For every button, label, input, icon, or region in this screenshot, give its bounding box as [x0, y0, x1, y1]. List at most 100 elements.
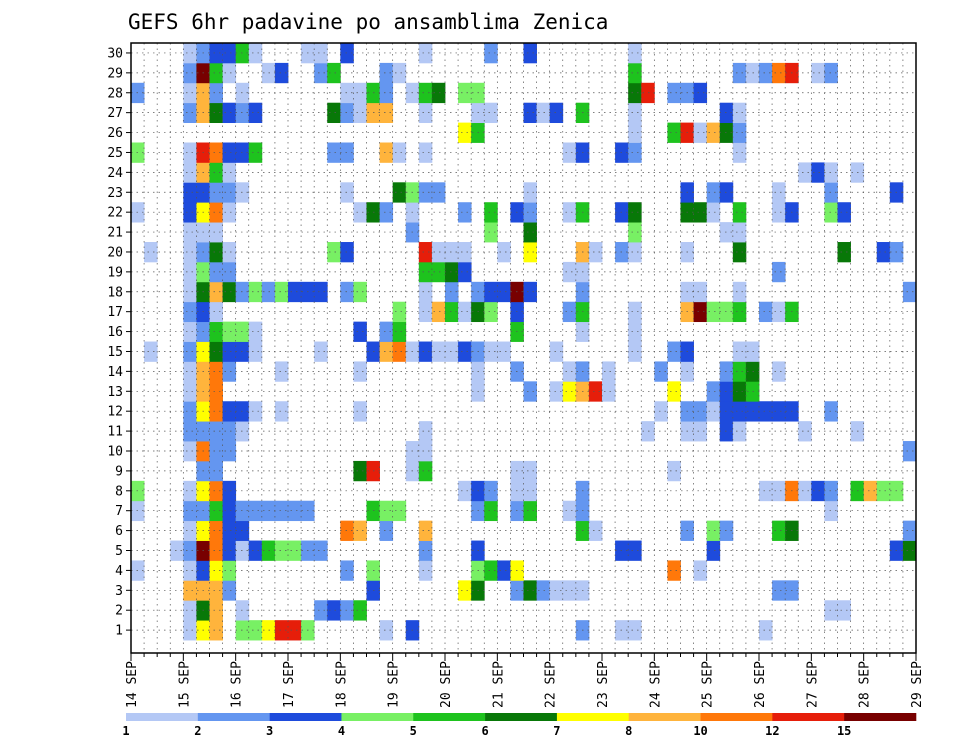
heatmap-cell — [183, 381, 197, 402]
heatmap-cell — [222, 202, 237, 223]
heatmap-cell — [379, 341, 394, 362]
heatmap-cell — [418, 520, 433, 541]
heatmap-cell — [445, 301, 459, 323]
heatmap-cell — [497, 341, 511, 362]
heatmap-cell — [772, 62, 786, 84]
y-tick-label: 23 — [107, 186, 123, 201]
heatmap-cell — [222, 182, 237, 203]
heatmap-cell — [523, 381, 537, 402]
y-tick-label: 24 — [107, 166, 123, 181]
heatmap-cell — [837, 242, 851, 263]
heatmap-cell — [379, 142, 394, 163]
heatmap-cell — [248, 281, 263, 303]
heatmap-cell — [379, 500, 394, 522]
y-tick-label: 15 — [107, 345, 123, 360]
legend-label: 10 — [693, 724, 707, 738]
heatmap-cell — [458, 480, 472, 502]
heatmap-cell — [588, 381, 603, 402]
heatmap-cell — [353, 281, 367, 303]
heatmap-cell — [863, 480, 878, 502]
heatmap-cell — [549, 381, 564, 402]
heatmap-cell — [732, 341, 747, 362]
heatmap-cell — [458, 122, 472, 143]
heatmap-cell — [340, 142, 354, 163]
heatmap-cell — [209, 142, 223, 163]
heatmap-cell — [759, 620, 773, 641]
heatmap-cell — [732, 242, 747, 263]
heatmap-cell — [458, 202, 472, 223]
y-tick-label: 19 — [107, 265, 123, 280]
heatmap-cell — [209, 301, 223, 323]
heatmap-cell — [536, 580, 551, 601]
y-tick-label: 13 — [107, 385, 123, 400]
heatmap-cell — [523, 182, 537, 203]
heatmap-cell — [484, 202, 498, 223]
heatmap-cell — [183, 62, 197, 84]
heatmap-cell — [562, 500, 577, 522]
heatmap-cell — [183, 281, 197, 303]
heatmap-cell — [772, 520, 786, 541]
legend-swatch — [269, 713, 342, 721]
heatmap-cell — [523, 480, 537, 502]
heatmap-cell — [183, 321, 197, 342]
heatmap-cell — [209, 43, 223, 64]
heatmap-cell — [628, 301, 642, 323]
heatmap-cell — [654, 361, 668, 382]
heatmap-cell — [353, 202, 367, 223]
heatmap-cell — [628, 82, 642, 104]
heatmap-cell — [628, 122, 642, 143]
heatmap-cell — [732, 401, 747, 422]
heatmap-cell — [418, 441, 433, 462]
heatmap-cell — [209, 261, 223, 283]
heatmap-cell — [641, 82, 655, 104]
heatmap-cell — [392, 182, 407, 203]
heatmap-cell — [418, 281, 433, 303]
heatmap-cell — [274, 361, 289, 382]
x-tick-label: 28 SEP — [858, 661, 873, 708]
heatmap-cell — [562, 381, 577, 402]
heatmap-cell — [811, 480, 825, 502]
heatmap-cell — [209, 620, 223, 641]
heatmap-cell — [824, 401, 838, 422]
heatmap-cell — [693, 421, 708, 442]
heatmap-cell — [667, 460, 681, 482]
heatmap-cell — [209, 540, 223, 561]
x-tick-label: 14 SEP — [125, 661, 140, 708]
heatmap-cell — [353, 361, 367, 382]
heatmap-cell — [523, 580, 537, 601]
heatmap-cell — [484, 102, 498, 124]
heatmap-cell — [628, 142, 642, 163]
heatmap-cell — [327, 142, 341, 163]
heatmap-cell — [497, 242, 511, 263]
heatmap-cell — [353, 321, 367, 342]
heatmap-cell — [431, 182, 446, 203]
heatmap-cell — [824, 480, 838, 502]
heatmap-cell — [353, 460, 367, 482]
heatmap-cell — [431, 82, 446, 104]
heatmap-cell — [641, 421, 655, 442]
heatmap-cell — [183, 202, 197, 223]
heatmap-cell — [288, 281, 302, 303]
heatmap-cell — [209, 560, 223, 581]
heatmap-cell — [222, 540, 237, 561]
heatmap-cell — [209, 321, 223, 342]
heatmap-cell — [759, 401, 773, 422]
heatmap-cell — [798, 421, 812, 442]
heatmap-cell — [222, 341, 237, 362]
heatmap-cell — [628, 43, 642, 64]
heatmap-cell — [431, 301, 446, 323]
heatmap-cell — [327, 242, 341, 263]
x-tick-label: 18 SEP — [334, 661, 349, 708]
heatmap-cell — [274, 540, 289, 561]
heatmap-cell — [418, 540, 433, 561]
x-tick-label: 21 SEP — [491, 661, 506, 708]
heatmap-cell — [183, 600, 197, 621]
heatmap-cell — [379, 620, 394, 641]
heatmap-cell — [379, 321, 394, 342]
y-tick-label: 14 — [107, 365, 123, 380]
heatmap-cell — [222, 480, 237, 502]
heatmap-cell — [693, 202, 708, 223]
heatmap-cell — [274, 620, 289, 641]
heatmap-cell — [772, 580, 786, 601]
heatmap-cell — [248, 142, 263, 163]
